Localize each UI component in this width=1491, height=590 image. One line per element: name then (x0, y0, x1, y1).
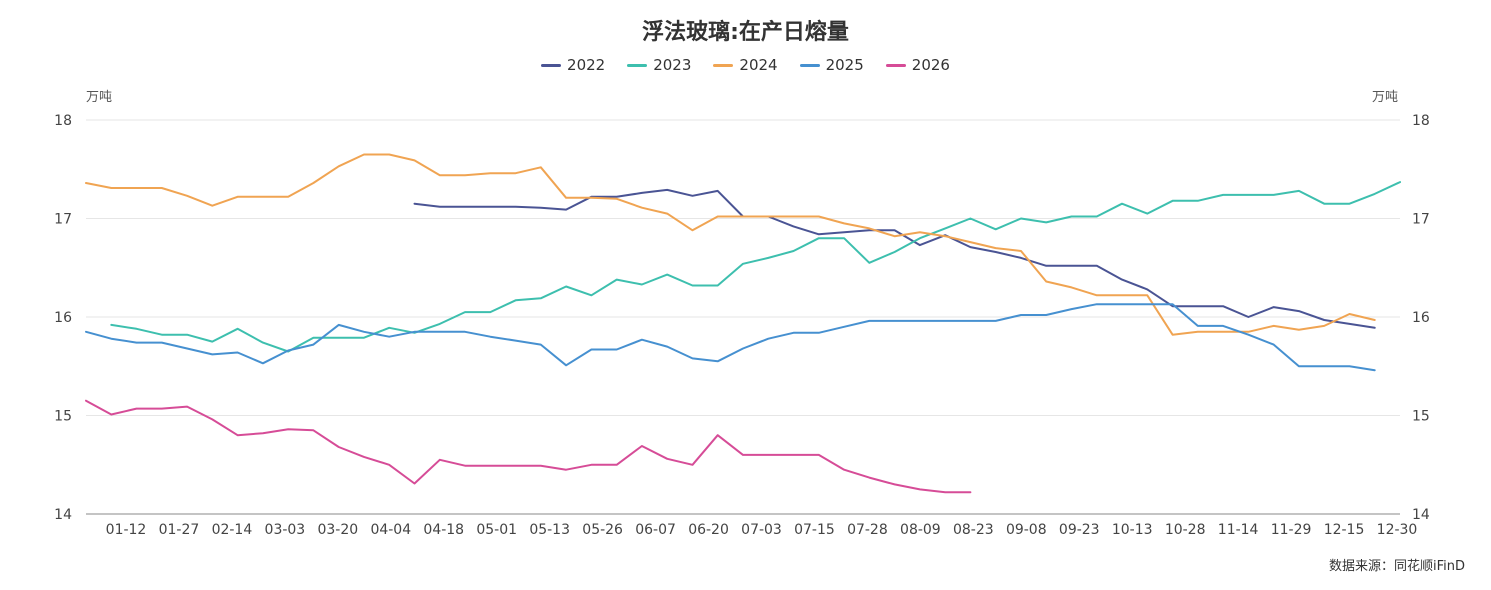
x-tick-01-27: 01-27 (159, 522, 200, 538)
legend-swatch-2024 (713, 63, 734, 67)
x-tick-10-13: 10-13 (1112, 522, 1153, 538)
x-tick-07-03: 07-03 (741, 522, 782, 538)
legend-item-2023[interactable]: 2023 (627, 56, 691, 74)
x-tick-12-30: 12-30 (1377, 522, 1418, 538)
x-tick-03-20: 03-20 (317, 522, 358, 538)
y-tick-right-17: 17 (1412, 212, 1430, 228)
x-tick-10-28: 10-28 (1165, 522, 1206, 538)
x-tick-09-08: 09-08 (1006, 522, 1047, 538)
x-tick-03-03: 03-03 (265, 522, 306, 538)
y-tick-right-18: 18 (1412, 113, 1430, 129)
series-line-2022 (413, 188, 1376, 329)
legend-label-2026: 2026 (911, 56, 950, 74)
x-tick-01-12: 01-12 (106, 522, 147, 538)
legend-swatch-2023 (627, 63, 648, 67)
y-tick-left-16: 16 (54, 310, 72, 326)
x-tick-07-28: 07-28 (847, 522, 888, 538)
legend-swatch-2026 (885, 63, 906, 67)
series-line-2026 (85, 399, 972, 494)
data-source: 数据来源：同花顺iFinD (1328, 559, 1465, 574)
legend-item-2024[interactable]: 2024 (713, 56, 778, 74)
legend-label-2025: 2025 (825, 56, 864, 74)
y-tick-left-14: 14 (54, 507, 72, 523)
legend: 2022 2023 2024 2025 2026 (0, 56, 1491, 74)
legend-item-2025[interactable]: 2025 (799, 56, 864, 74)
y-tick-right-15: 15 (1412, 409, 1430, 425)
y-tick-left-17: 17 (54, 212, 72, 228)
x-tick-05-26: 05-26 (582, 522, 623, 538)
y-axis-unit-left: 万吨 (86, 90, 113, 105)
y-tick-right-16: 16 (1412, 310, 1430, 326)
series-line-2024 (85, 153, 1376, 336)
x-tick-08-23: 08-23 (953, 522, 994, 538)
chart-title: 浮法玻璃:在产日熔量 (642, 20, 849, 45)
y-tick-right-14: 14 (1412, 507, 1430, 523)
legend-swatch-2025 (799, 63, 820, 67)
legend-label-2024: 2024 (739, 56, 778, 74)
x-tick-02-14: 02-14 (212, 522, 253, 538)
legend-label-2022: 2022 (567, 56, 606, 74)
legend-item-2022[interactable]: 2022 (541, 56, 605, 74)
y-tick-left-18: 18 (54, 113, 72, 129)
x-tick-05-13: 05-13 (529, 522, 570, 538)
x-tick-09-23: 09-23 (1059, 522, 1100, 538)
legend-item-2026[interactable]: 2026 (885, 56, 950, 74)
x-tick-11-14: 11-14 (1218, 522, 1259, 538)
legend-swatch-2022 (541, 63, 562, 67)
x-tick-11-29: 11-29 (1271, 522, 1312, 538)
x-tick-04-04: 04-04 (370, 522, 411, 538)
x-tick-06-20: 06-20 (688, 522, 729, 538)
y-axis-unit-right: 万吨 (1372, 90, 1399, 105)
x-tick-05-01: 05-01 (476, 522, 517, 538)
x-tick-07-15: 07-15 (794, 522, 835, 538)
x-tick-12-15: 12-15 (1324, 522, 1365, 538)
x-tick-08-09: 08-09 (900, 522, 941, 538)
series-line-2023 (110, 181, 1401, 353)
series-line-2025 (85, 303, 1376, 372)
x-tick-04-18: 04-18 (423, 522, 464, 538)
y-tick-left-15: 15 (54, 409, 72, 425)
legend-label-2023: 2023 (653, 56, 692, 74)
x-tick-06-07: 06-07 (635, 522, 676, 538)
